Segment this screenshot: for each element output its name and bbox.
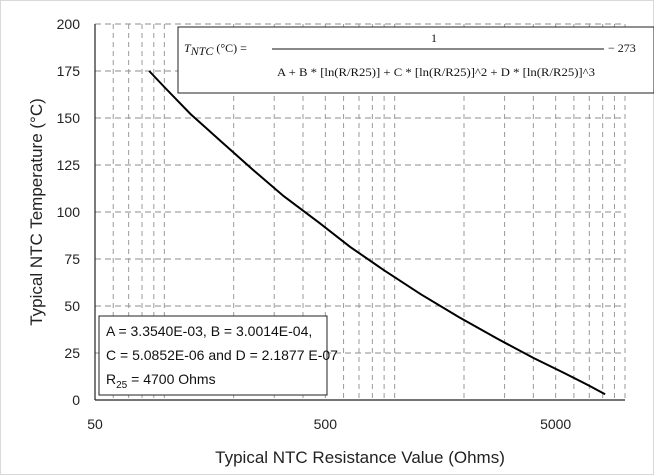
x-tick-label: 50 <box>87 416 103 432</box>
equation-lhs: TNTC (°C) = <box>184 41 247 58</box>
axes <box>94 24 625 401</box>
coefficient-line-1: A = 3.3540E-03, B = 3.0014E-04, <box>106 323 312 339</box>
coefficient-box: A = 3.3540E-03, B = 3.0014E-04, C = 5.08… <box>98 315 338 396</box>
coefficient-line-3: R25 = 4700 Ohms <box>106 371 216 391</box>
equation-numerator: 1 <box>431 31 437 45</box>
coefficient-line-2: C = 5.0852E-06 and D = 2.1877 E-07 <box>106 347 338 363</box>
x-axis-title: Typical NTC Resistance Value (Ohms) <box>215 448 505 467</box>
y-tick-label: 50 <box>64 298 80 314</box>
x-tick-labels: 50 500 5000 <box>87 416 571 432</box>
y-tick-label: 75 <box>64 251 80 267</box>
y-tick-label: 0 <box>72 392 80 408</box>
y-tick-label: 175 <box>57 63 81 79</box>
y-axis-title: Typical NTC Temperature (°C) <box>27 98 46 326</box>
series-line <box>148 70 606 396</box>
y-tick-label: 150 <box>57 110 81 126</box>
equation-box: TNTC (°C) = 1 A + B * [ln(R/R25)] + C * [… <box>177 26 654 94</box>
y-tick-label: 200 <box>57 16 81 32</box>
y-tick-labels: 0 25 50 75 100 125 150 175 200 <box>57 16 81 408</box>
y-tick-label: 25 <box>64 345 80 361</box>
y-tick-label: 100 <box>57 204 81 220</box>
equation-denominator: A + B * [ln(R/R25)] + C * [ln(R/R25)]^2 … <box>277 65 595 79</box>
y-tick-label: 125 <box>57 157 81 173</box>
x-tick-label: 5000 <box>540 416 571 432</box>
x-tick-label: 500 <box>314 416 338 432</box>
equation-offset: − 273 <box>608 41 636 55</box>
